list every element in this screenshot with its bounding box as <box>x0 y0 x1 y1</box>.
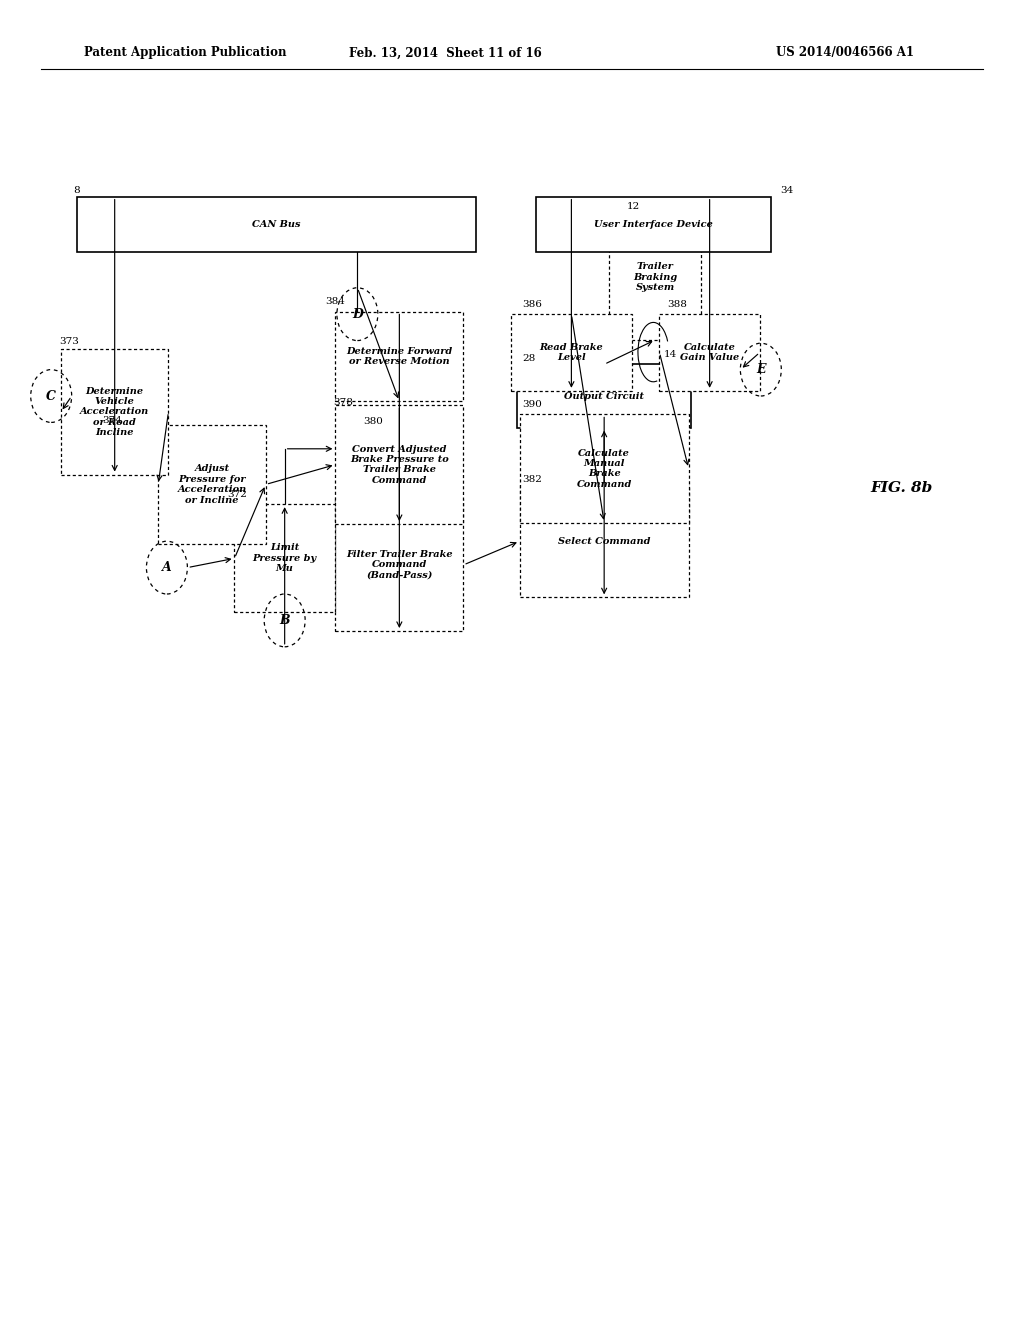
Text: US 2014/0046566 A1: US 2014/0046566 A1 <box>776 46 914 59</box>
Bar <box>336 499 463 631</box>
Text: Trailer
Braking
System: Trailer Braking System <box>633 263 678 292</box>
Text: E: E <box>756 363 766 376</box>
Bar <box>659 314 760 391</box>
Text: 28: 28 <box>522 354 536 363</box>
Bar <box>536 197 771 252</box>
Bar <box>517 364 691 428</box>
Text: D: D <box>352 308 362 321</box>
Text: Calculate
Manual
Brake
Command: Calculate Manual Brake Command <box>577 449 632 488</box>
Text: Read Brake
Level: Read Brake Level <box>540 343 603 362</box>
Text: 378: 378 <box>333 397 352 407</box>
Text: 34: 34 <box>780 186 794 195</box>
Text: 384: 384 <box>326 297 345 306</box>
Text: A: A <box>162 561 172 574</box>
Text: 382: 382 <box>522 475 542 484</box>
Text: Output Circuit: Output Circuit <box>564 392 644 400</box>
Text: 12: 12 <box>627 202 640 211</box>
Text: FIG. 8b: FIG. 8b <box>870 482 932 495</box>
Text: Determine Forward
or Reverse Motion: Determine Forward or Reverse Motion <box>346 347 453 366</box>
Text: CAN Bus: CAN Bus <box>252 220 301 228</box>
Text: Filter Trailer Brake
Command
(Band-Pass): Filter Trailer Brake Command (Band-Pass) <box>346 550 453 579</box>
Bar <box>609 214 701 339</box>
Text: Select Command: Select Command <box>558 537 650 545</box>
Text: Determine
Vehicle
Acceleration
or Road
Incline: Determine Vehicle Acceleration or Road I… <box>80 387 150 437</box>
Bar <box>519 414 688 523</box>
Text: User Interface Device: User Interface Device <box>594 220 713 228</box>
Text: 380: 380 <box>364 417 383 426</box>
Text: 8: 8 <box>74 186 80 195</box>
Bar <box>336 405 463 524</box>
Text: Patent Application Publication: Patent Application Publication <box>84 46 287 59</box>
Text: 386: 386 <box>522 300 542 309</box>
Bar <box>519 486 688 597</box>
Text: 372: 372 <box>227 490 247 499</box>
Text: 14: 14 <box>664 350 677 359</box>
Bar <box>61 350 168 475</box>
Text: Limit
Pressure by
Mu: Limit Pressure by Mu <box>253 544 316 573</box>
Text: Calculate
Gain Value: Calculate Gain Value <box>680 343 739 362</box>
Text: Convert Adjusted
Brake Pressure to
Trailer Brake
Command: Convert Adjusted Brake Pressure to Trail… <box>350 445 449 484</box>
Bar <box>77 197 476 252</box>
Text: Feb. 13, 2014  Sheet 11 of 16: Feb. 13, 2014 Sheet 11 of 16 <box>349 46 542 59</box>
Text: C: C <box>46 389 56 403</box>
Text: 373: 373 <box>59 337 79 346</box>
Text: 374: 374 <box>102 416 122 425</box>
Text: 388: 388 <box>668 300 687 309</box>
Text: Adjust
Pressure for
Acceleration
or Incline: Adjust Pressure for Acceleration or Incl… <box>177 465 247 504</box>
Bar <box>158 425 266 544</box>
Bar <box>234 504 335 612</box>
Text: B: B <box>280 614 290 627</box>
Text: 390: 390 <box>522 400 542 409</box>
Bar <box>511 314 632 391</box>
Bar <box>336 312 463 401</box>
